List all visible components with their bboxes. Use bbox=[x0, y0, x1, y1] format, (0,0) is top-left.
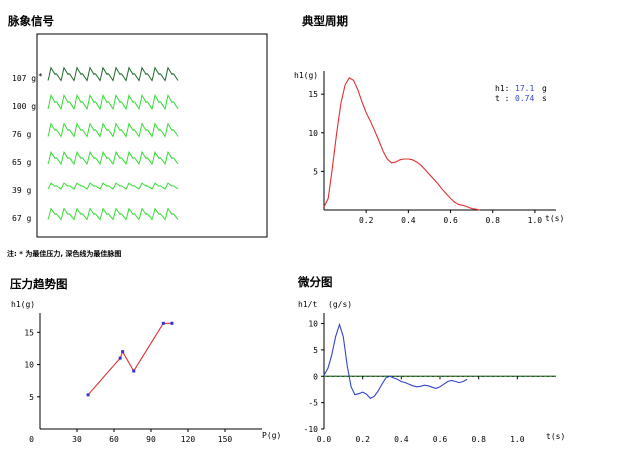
period-h1-unit: g bbox=[542, 84, 547, 93]
pressure-origin-label: 0 bbox=[29, 435, 34, 444]
pressure-data-point bbox=[132, 369, 136, 373]
diff-x-tick-label: 0.0 bbox=[317, 435, 332, 444]
period-x-tick-label: 1.0 bbox=[528, 216, 543, 225]
diff-xlabel: t(s) bbox=[546, 432, 565, 441]
diff-yunit: (g/s) bbox=[328, 300, 352, 309]
pulse-trace-label: 39 g bbox=[12, 186, 31, 195]
legend-note: 注: * 为最佳压力, 深色线为最佳脉图 bbox=[7, 250, 122, 258]
pressure-trend-title: 压力趋势图 bbox=[10, 277, 68, 291]
diff-y-tick-label: 0 bbox=[313, 372, 318, 381]
pressure-data-point bbox=[121, 350, 125, 354]
period-t-unit: s bbox=[542, 94, 547, 103]
period-series-line bbox=[323, 77, 481, 211]
differential-title: 微分图 bbox=[298, 275, 333, 289]
diff-y-tick-label: -10 bbox=[304, 425, 319, 434]
pulse-waveform bbox=[47, 207, 179, 221]
period-x-tick-label: 0.4 bbox=[401, 216, 416, 225]
period-x-tick-label: 0.6 bbox=[443, 216, 458, 225]
pulse-waveform bbox=[47, 122, 179, 138]
period-y-tick-label: 5 bbox=[313, 167, 318, 176]
pulse-waveform bbox=[47, 182, 179, 190]
period-y-tick-label: 10 bbox=[308, 129, 318, 138]
diff-x-tick-label: 0.4 bbox=[394, 435, 409, 444]
pressure-x-tick-label: 30 bbox=[72, 435, 82, 444]
diff-y-tick-label: 5 bbox=[313, 346, 318, 355]
period-xlabel: t(s) bbox=[545, 214, 564, 223]
period-h1-value: 17.1 bbox=[515, 84, 534, 93]
period-t-value: 0.74 bbox=[515, 94, 534, 103]
typical-period-title: 典型周期 bbox=[302, 14, 348, 28]
pressure-x-tick-label: 60 bbox=[109, 435, 119, 444]
pressure-xlabel: P(g) bbox=[262, 431, 281, 440]
period-h1-label: h1: bbox=[495, 84, 509, 93]
pressure-y-tick-label: 15 bbox=[24, 328, 34, 337]
pulse-trace-label: 107 g bbox=[12, 74, 36, 83]
pressure-data-point bbox=[161, 321, 165, 325]
diff-x-tick-label: 0.2 bbox=[355, 435, 370, 444]
best-pressure-star: * bbox=[38, 72, 43, 81]
pulse-trace-label: 67 g bbox=[12, 214, 31, 223]
pulse-signal-title: 脉象信号 bbox=[8, 14, 54, 28]
pressure-ylabel: h1(g) bbox=[11, 300, 35, 309]
diff-x-tick-label: 0.6 bbox=[433, 435, 448, 444]
period-x-tick-label: 0.8 bbox=[486, 216, 501, 225]
pressure-y-tick-label: 10 bbox=[24, 361, 34, 370]
diff-series-line bbox=[323, 322, 468, 400]
diff-x-tick-label: 1.0 bbox=[510, 435, 525, 444]
pressure-x-tick-label: 120 bbox=[181, 435, 196, 444]
diff-x-tick-label: 0.8 bbox=[471, 435, 486, 444]
pulse-waveform bbox=[47, 150, 179, 166]
pressure-series-line bbox=[87, 322, 172, 396]
period-ylabel: h1(g) bbox=[294, 71, 318, 80]
pulse-trace-label: 100 g bbox=[12, 102, 36, 111]
pressure-data-point bbox=[86, 393, 90, 397]
pulse-waveform bbox=[47, 93, 179, 111]
pressure-x-tick-label: 150 bbox=[218, 435, 233, 444]
pressure-data-point bbox=[170, 321, 174, 325]
period-x-tick-label: 0.2 bbox=[359, 216, 374, 225]
pulse-signal-panel: 107 g * 100 g 76 g 65 g 39 g 67 g bbox=[12, 33, 268, 238]
typical-period-chart: h1(g) t(s) h1: 17.1 g t : 0.74 s 5 10 15 0.… bbox=[294, 71, 564, 225]
pulse-waveform bbox=[47, 66, 179, 82]
pressure-y-tick-label: 5 bbox=[29, 393, 34, 402]
diff-ylabel: h1/t bbox=[298, 300, 317, 309]
period-t-label: t : bbox=[495, 94, 509, 103]
pressure-x-tick-label: 90 bbox=[146, 435, 156, 444]
diff-y-tick-label: 10 bbox=[308, 320, 318, 329]
pressure-trend-chart: h1(g) P(g) 5 10 15 30 60 90 120 150 0 bbox=[11, 300, 281, 444]
pulse-trace-label: 65 g bbox=[12, 158, 31, 167]
diff-y-tick-label: -5 bbox=[308, 399, 318, 408]
period-y-tick-label: 15 bbox=[308, 90, 318, 99]
differential-chart: h1/t (g/s) t(s) 10 5 0 -5 -100.0 0.2 0.4 0.6 0.8… bbox=[298, 300, 565, 444]
pressure-data-point bbox=[118, 356, 122, 360]
pulse-trace-label: 76 g bbox=[12, 130, 31, 139]
